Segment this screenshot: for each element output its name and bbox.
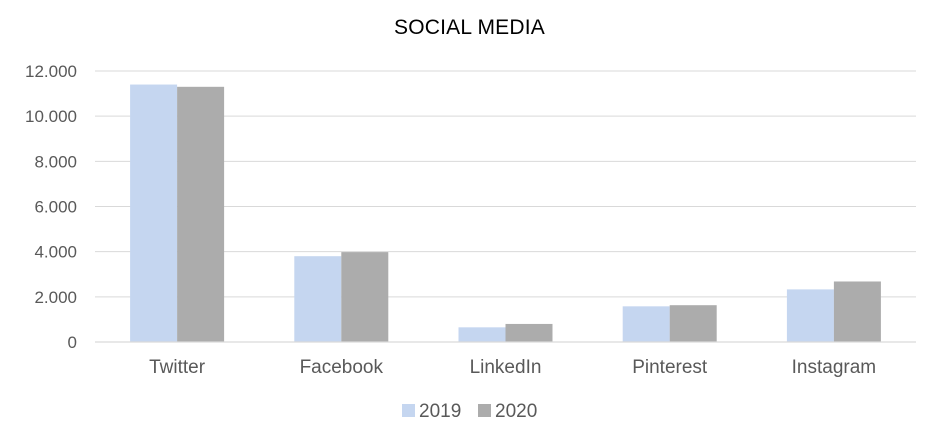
bar-pinterest-2019: [622, 306, 670, 342]
y-tick-label: 8.000: [34, 152, 77, 171]
legend-swatch-2019: [402, 404, 415, 417]
bar-facebook-2020: [341, 252, 389, 342]
bar-facebook-2019: [294, 256, 342, 342]
gridlines: [95, 70, 916, 298]
chart-title: SOCIAL MEDIA: [394, 16, 545, 39]
legend-swatch-2020: [478, 404, 491, 417]
x-axis-labels: Twitter Facebook LinkedIn Pinterest Instagra…: [149, 357, 876, 378]
bar-twitter-2019: [130, 84, 178, 343]
x-tick-label: Facebook: [300, 357, 384, 378]
bars: [130, 84, 881, 343]
legend-label-2020: 2020: [495, 401, 537, 422]
bar-twitter-2020: [177, 86, 225, 342]
y-axis-ticks: 0 2.000 4.000 6.000 8.000 10.000 12.000: [25, 62, 77, 352]
bar-instagram-2019: [786, 289, 834, 342]
bar-linkedin-2020: [505, 323, 553, 342]
x-tick-label: Instagram: [792, 357, 876, 378]
legend: 2019 2020: [402, 401, 537, 422]
y-tick-label: 2.000: [34, 288, 77, 307]
x-tick-label: Twitter: [149, 357, 206, 378]
y-tick-label: 0: [68, 333, 77, 352]
y-tick-label: 4.000: [34, 243, 77, 262]
x-tick-label: Pinterest: [632, 357, 708, 378]
y-tick-label: 12.000: [25, 62, 77, 81]
bar-instagram-2020: [833, 281, 881, 342]
bar-linkedin-2019: [458, 327, 506, 342]
x-tick-label: LinkedIn: [470, 357, 542, 378]
y-tick-label: 6.000: [34, 198, 77, 217]
bar-pinterest-2020: [669, 305, 717, 342]
y-tick-label: 10.000: [25, 107, 77, 126]
legend-label-2019: 2019: [419, 401, 461, 422]
